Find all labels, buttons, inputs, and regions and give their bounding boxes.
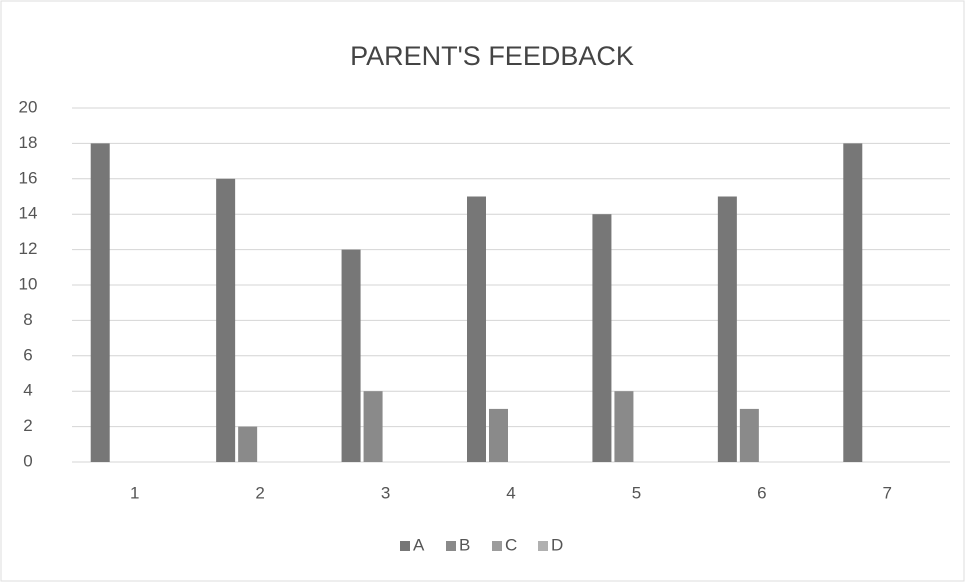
legend-swatch xyxy=(538,541,548,551)
bar xyxy=(363,391,383,462)
bar xyxy=(843,143,863,462)
x-tick-label: 6 xyxy=(757,483,766,502)
legend-label: C xyxy=(505,535,517,554)
y-tick-label: 14 xyxy=(19,204,38,223)
bar xyxy=(341,249,361,462)
bar xyxy=(216,178,236,463)
y-tick-label: 12 xyxy=(19,239,38,258)
x-tick-label: 3 xyxy=(381,483,390,502)
y-tick-label: 18 xyxy=(19,133,38,152)
y-tick-label: 10 xyxy=(19,274,38,293)
y-tick-label: 16 xyxy=(19,168,38,187)
bar xyxy=(717,196,737,462)
legend-swatch xyxy=(400,541,410,551)
x-tick-label: 2 xyxy=(255,483,264,502)
bar xyxy=(238,426,258,462)
legend-label: B xyxy=(459,535,470,554)
legend-swatch xyxy=(492,541,502,551)
y-tick-label: 20 xyxy=(19,97,38,116)
y-tick-label: 4 xyxy=(23,381,32,400)
legend-swatch xyxy=(446,541,456,551)
bar xyxy=(592,214,612,462)
bar xyxy=(739,408,759,462)
y-tick-label: 0 xyxy=(23,451,32,470)
bar xyxy=(90,143,110,462)
bar xyxy=(489,408,508,462)
bar xyxy=(467,196,486,462)
chart-title: PARENT'S FEEDBACK xyxy=(350,41,634,71)
bar xyxy=(614,391,634,462)
legend-label: A xyxy=(413,535,425,554)
y-tick-label: 2 xyxy=(23,416,32,435)
legend-label: D xyxy=(551,535,563,554)
x-tick-label: 5 xyxy=(632,483,641,502)
y-tick-label: 6 xyxy=(23,345,32,364)
x-tick-label: 4 xyxy=(506,483,515,502)
x-tick-label: 1 xyxy=(130,483,139,502)
x-tick-label: 7 xyxy=(883,483,892,502)
y-tick-label: 8 xyxy=(23,310,32,329)
